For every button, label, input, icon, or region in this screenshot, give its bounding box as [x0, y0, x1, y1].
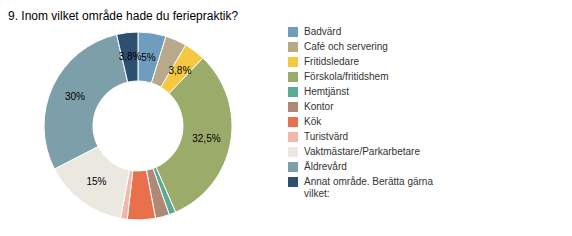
html-text:Fritidsledare: Fritidsledare — [304, 56, 359, 67]
html-text:Badvärd: Badvärd — [304, 26, 342, 37]
svg-text:32,5%: 32,5% — [192, 133, 220, 144]
html-text:Vaktmästare/Parkarbetare: Vaktmästare/Parkarbetare — [304, 146, 420, 157]
svg-text:30%: 30% — [65, 91, 85, 102]
svg-text:5%: 5% — [141, 52, 156, 63]
html-text:9. Inom vilket område hade du: 9. Inom vilket område hade du ferieprakt… — [8, 9, 239, 23]
svg-text:15%: 15% — [86, 176, 106, 187]
html-text:Annat område. Berätta gärna: Annat område. Berätta gärna — [304, 176, 433, 187]
html-text:Äldrevård: Äldrevård — [304, 161, 347, 172]
html-text:Café och servering: Café och servering — [304, 41, 388, 52]
html-text:Hemtjänst: Hemtjänst — [304, 86, 349, 97]
svg-text:3,8%: 3,8% — [169, 65, 192, 76]
html-text:vilket:: vilket: — [304, 188, 330, 199]
html-text:Kök: Kök — [304, 116, 322, 127]
html-text:Kontor: Kontor — [304, 101, 334, 112]
html-text:Turistvärd: Turistvärd — [304, 131, 349, 142]
html-text:Förskola/fritidshem: Förskola/fritidshem — [304, 71, 389, 82]
svg-text:3,8%: 3,8% — [119, 51, 142, 62]
